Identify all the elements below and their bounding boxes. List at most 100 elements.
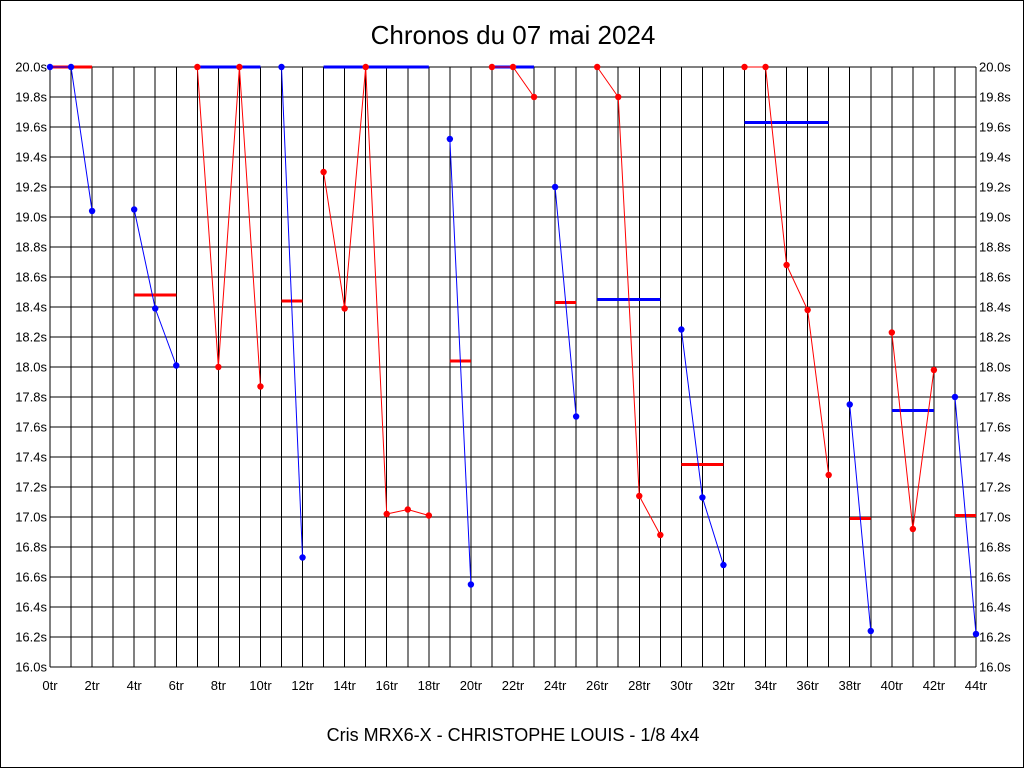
data-point — [930, 366, 938, 374]
chart-grid — [49, 66, 977, 668]
series-line — [849, 404, 872, 632]
series-points — [46, 63, 980, 638]
data-point — [846, 401, 853, 408]
data-point — [320, 168, 327, 176]
x-tick-label: 22tr — [502, 678, 525, 693]
y-tick-label-right: 19.0s — [979, 210, 1011, 225]
y-tick-label-right: 16.2s — [979, 630, 1011, 645]
y-tick-label-left: 18.4s — [15, 300, 47, 315]
y-tick-label-left: 19.0s — [15, 210, 47, 225]
y-tick-label-right: 18.2s — [979, 330, 1011, 345]
y-tick-label-left: 17.8s — [15, 390, 47, 405]
y-tick-label-right: 17.8s — [979, 390, 1011, 405]
data-point — [236, 63, 243, 71]
y-tick-label-left: 16.4s — [15, 600, 47, 615]
data-point — [951, 393, 959, 401]
x-tick-label: 42tr — [923, 678, 946, 693]
x-tick-label: 18tr — [418, 678, 441, 693]
data-point — [909, 525, 917, 533]
series-line — [954, 396, 977, 635]
data-point — [88, 207, 96, 215]
data-point — [804, 306, 811, 314]
y-axis-ticks: 16.0s 16.0s 16.2s 16.2s 16.4s 16.4s 16.6s 16.6s… — [15, 60, 1011, 675]
data-point — [257, 383, 264, 390]
y-tick-label-right: 19.8s — [979, 90, 1011, 105]
y-tick-label-left: 16.8s — [15, 540, 47, 555]
data-point — [341, 305, 348, 312]
data-point — [383, 510, 390, 518]
data-point — [636, 492, 643, 500]
series-line — [449, 138, 472, 585]
y-tick-label-right: 19.6s — [979, 120, 1011, 135]
x-tick-label: 8tr — [211, 678, 227, 693]
data-point — [362, 63, 369, 71]
x-tick-label: 36tr — [796, 678, 819, 693]
data-point — [404, 506, 411, 513]
data-point — [867, 627, 874, 635]
y-tick-label-left: 19.2s — [15, 180, 47, 195]
y-tick-label-right: 17.4s — [979, 450, 1011, 465]
y-tick-label-right: 18.8s — [979, 240, 1011, 255]
y-tick-label-right: 20.0s — [979, 60, 1011, 75]
data-point — [530, 93, 538, 101]
data-point — [657, 531, 664, 539]
data-point — [467, 581, 475, 588]
data-point — [446, 135, 454, 143]
y-tick-label-left: 17.6s — [15, 420, 47, 435]
data-point — [46, 63, 54, 71]
series-line — [596, 66, 661, 536]
x-axis-ticks: 0tr 2tr 4tr 6tr 8tr 10tr 12tr 14tr 16tr 18tr 20tr 2… — [42, 678, 987, 693]
series-lines — [50, 66, 977, 635]
data-point — [551, 183, 559, 191]
data-point — [720, 561, 727, 569]
y-tick-label-right: 19.2s — [979, 180, 1011, 195]
chart-footer: Cris MRX6-X - CHRISTOPHE LOUIS - 1/8 4x4 — [327, 725, 700, 745]
y-tick-label-left: 16.2s — [15, 630, 47, 645]
x-tick-label: 6tr — [169, 678, 185, 693]
y-tick-label-right: 16.4s — [979, 600, 1011, 615]
y-tick-label-right: 16.0s — [979, 660, 1011, 675]
data-point — [783, 261, 790, 269]
y-tick-label-left: 18.0s — [15, 360, 47, 375]
data-point — [278, 63, 285, 71]
data-point — [741, 63, 748, 71]
series-line — [323, 66, 429, 516]
series-line — [554, 186, 577, 417]
x-tick-label: 2tr — [85, 678, 101, 693]
y-tick-label-left: 18.6s — [15, 270, 47, 285]
x-tick-label: 16tr — [376, 678, 399, 693]
x-tick-label: 0tr — [42, 678, 58, 693]
data-point — [615, 93, 622, 101]
series-line — [281, 66, 304, 558]
y-tick-label-right: 18.6s — [979, 270, 1011, 285]
x-tick-label: 40tr — [881, 678, 904, 693]
data-point — [678, 326, 685, 333]
data-point — [299, 554, 306, 561]
chart-title: Chronos du 07 mai 2024 — [371, 20, 656, 50]
y-tick-label-right: 17.6s — [979, 420, 1011, 435]
x-tick-label: 30tr — [670, 678, 693, 693]
x-tick-label: 12tr — [291, 678, 314, 693]
data-point — [488, 63, 496, 71]
y-tick-label-right: 16.8s — [979, 540, 1011, 555]
data-point — [762, 63, 769, 71]
y-tick-label-left: 20.0s — [15, 60, 47, 75]
x-tick-label: 32tr — [712, 678, 735, 693]
x-tick-label: 26tr — [586, 678, 609, 693]
data-point — [425, 512, 433, 519]
x-tick-label: 24tr — [544, 678, 567, 693]
data-point — [152, 305, 159, 312]
y-tick-label-left: 16.6s — [15, 570, 47, 585]
x-tick-label: 10tr — [249, 678, 272, 693]
x-tick-label: 20tr — [460, 678, 483, 693]
x-tick-label: 14tr — [333, 678, 356, 693]
data-point — [194, 63, 201, 71]
data-point — [67, 63, 75, 71]
y-tick-label-right: 16.6s — [979, 570, 1011, 585]
x-tick-label: 4tr — [127, 678, 143, 693]
x-tick-label: 34tr — [754, 678, 777, 693]
data-point — [130, 206, 138, 213]
x-tick-label: 28tr — [628, 678, 651, 693]
